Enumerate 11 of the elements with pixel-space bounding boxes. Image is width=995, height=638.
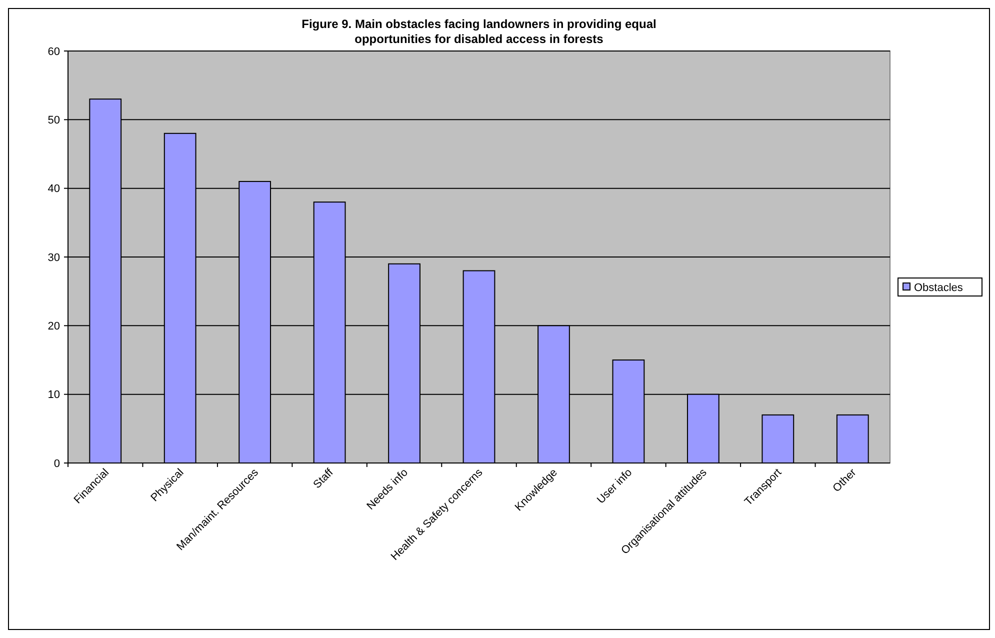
bar <box>836 414 869 464</box>
y-tick-label: 40 <box>48 183 60 196</box>
chart-title: Figure 9. Main obstacles facing landowners in providing equal opportunities for disabled access in forests <box>302 17 656 46</box>
y-tick-label: 30 <box>48 252 60 264</box>
y-tick-label: 50 <box>48 114 60 127</box>
bar <box>762 414 794 464</box>
y-tick-label: 20 <box>48 320 60 333</box>
legend-label: Obstacles <box>914 282 964 294</box>
y-tick-label: 60 <box>48 46 60 58</box>
y-tick-label: 0 <box>54 458 60 470</box>
y-tick-label: 10 <box>48 389 60 402</box>
